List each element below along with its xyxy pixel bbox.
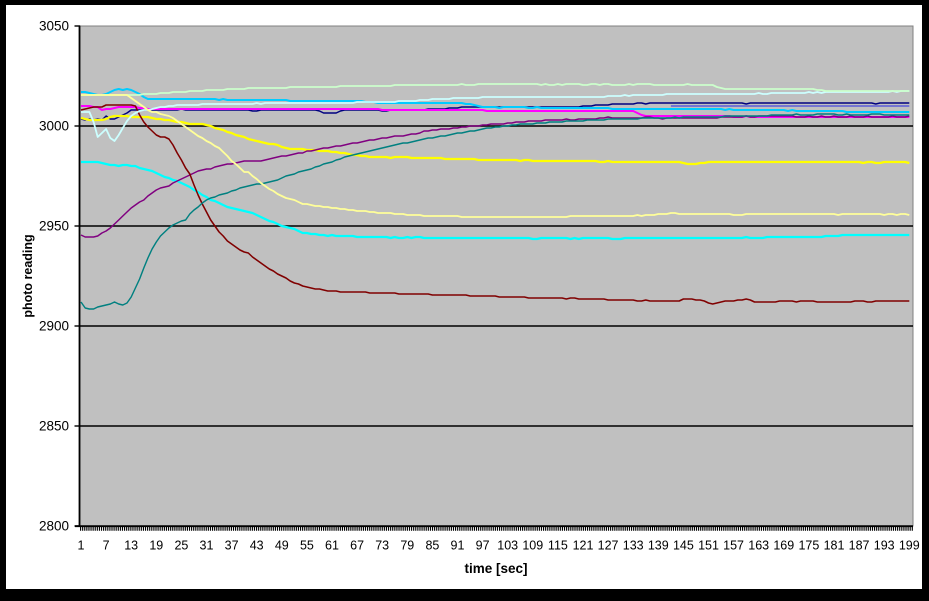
svg-text:103: 103 — [497, 539, 518, 553]
svg-text:79: 79 — [400, 539, 414, 553]
svg-text:127: 127 — [598, 539, 619, 553]
svg-text:187: 187 — [849, 539, 870, 553]
svg-text:73: 73 — [375, 539, 389, 553]
svg-text:25: 25 — [174, 539, 188, 553]
svg-text:3000: 3000 — [39, 119, 69, 134]
svg-text:1: 1 — [78, 539, 85, 553]
svg-text:19: 19 — [149, 539, 163, 553]
svg-text:121: 121 — [573, 539, 594, 553]
svg-text:2900: 2900 — [39, 319, 69, 334]
svg-text:67: 67 — [350, 539, 364, 553]
svg-text:145: 145 — [673, 539, 694, 553]
svg-text:169: 169 — [773, 539, 794, 553]
svg-text:175: 175 — [798, 539, 819, 553]
svg-text:91: 91 — [451, 539, 465, 553]
svg-text:49: 49 — [275, 539, 289, 553]
svg-text:13: 13 — [124, 539, 138, 553]
svg-text:37: 37 — [225, 539, 239, 553]
svg-text:199: 199 — [899, 539, 920, 553]
svg-text:2950: 2950 — [39, 219, 69, 234]
svg-text:3050: 3050 — [39, 19, 69, 34]
svg-text:time [sec]: time [sec] — [464, 561, 527, 576]
svg-text:97: 97 — [476, 539, 490, 553]
svg-text:85: 85 — [425, 539, 439, 553]
svg-text:115: 115 — [548, 539, 568, 553]
svg-text:133: 133 — [623, 539, 644, 553]
svg-text:61: 61 — [325, 539, 339, 553]
svg-text:109: 109 — [522, 539, 543, 553]
svg-text:55: 55 — [300, 539, 314, 553]
svg-text:193: 193 — [874, 539, 895, 553]
svg-text:139: 139 — [648, 539, 669, 553]
svg-text:2800: 2800 — [39, 519, 69, 534]
svg-text:157: 157 — [723, 539, 744, 553]
svg-text:7: 7 — [103, 539, 110, 553]
svg-text:151: 151 — [698, 539, 719, 553]
svg-text:2850: 2850 — [39, 419, 69, 434]
svg-text:43: 43 — [250, 539, 264, 553]
svg-text:31: 31 — [200, 539, 214, 553]
svg-text:163: 163 — [748, 539, 769, 553]
svg-text:181: 181 — [824, 539, 845, 553]
svg-text:photo reading: photo reading — [21, 234, 35, 317]
